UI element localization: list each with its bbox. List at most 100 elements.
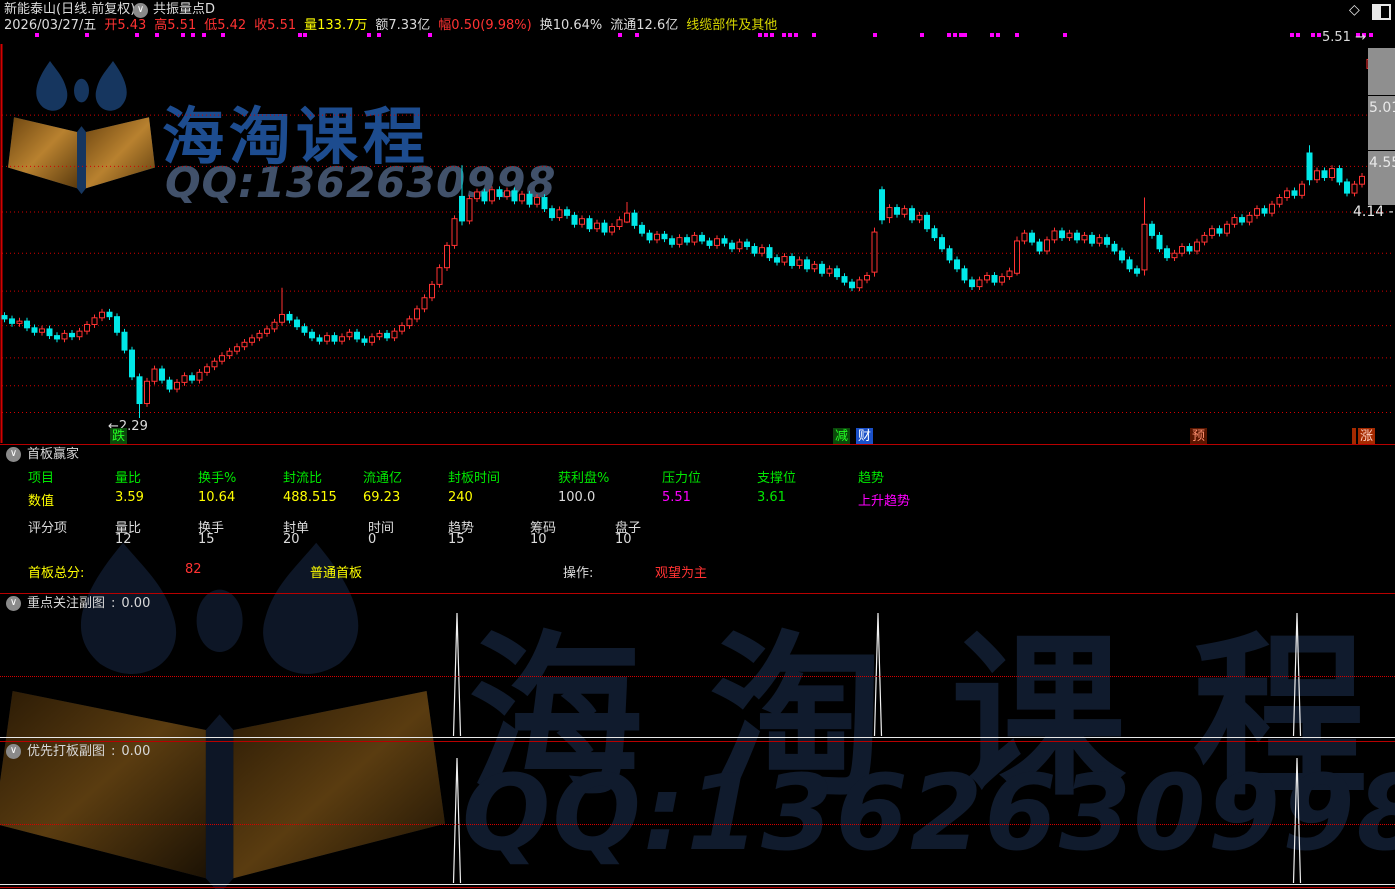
panel2-separator: : [111, 596, 116, 611]
shouban-header: 封板时间 [448, 471, 501, 486]
score-value: 12 [115, 532, 132, 547]
panel2-value: 0.00 [121, 596, 151, 611]
panel3-zero-line [0, 884, 1395, 885]
panel3-header[interactable]: ∨ 优先打板副图 : 0.00 [6, 744, 150, 759]
score-header: 趋势 [448, 521, 475, 536]
panel2-header[interactable]: ∨ 重点关注副图 : 0.00 [6, 596, 150, 611]
price-label-501: 5.01 [1369, 100, 1395, 116]
score-value: 20 [283, 532, 300, 547]
signal-dot [1296, 33, 1300, 37]
score-header: 评分项 [28, 521, 68, 536]
marker-reduce[interactable]: 减 [833, 428, 850, 445]
signal-dot [812, 33, 816, 37]
signal-dot [758, 33, 762, 37]
separator-bottom [0, 887, 1395, 888]
price-box-501 [1368, 96, 1395, 150]
signal-dot [1362, 33, 1366, 37]
score-header: 量比 [115, 521, 142, 536]
info-float: 流通12.6亿 [610, 18, 679, 33]
signal-dot [367, 33, 371, 37]
panel2-title: 重点关注副图 [27, 596, 106, 611]
signal-dot [963, 33, 967, 37]
info-amount: 额7.33亿 [375, 18, 431, 33]
signal-dot [1369, 33, 1373, 37]
signal-dot [764, 33, 768, 37]
signal-dot [920, 33, 924, 37]
total-score-value: 82 [185, 562, 202, 577]
info-high: 高5.51 [154, 18, 197, 33]
score-header: 筹码 [530, 521, 557, 536]
score-header: 时间 [368, 521, 395, 536]
shouban-header: 支撑位 [757, 471, 797, 486]
signal-dot [1063, 33, 1067, 37]
signal-dot [202, 33, 206, 37]
signal-dot [990, 33, 994, 37]
shouban-header: 流通亿 [363, 471, 403, 486]
signal-dot [85, 33, 89, 37]
last-price-callout: 5.51 → [1322, 30, 1366, 45]
info-low: 低5.42 [204, 18, 247, 33]
signal-dot [770, 33, 774, 37]
total-score-label: 首板总分: [28, 566, 85, 581]
shouban-panel-header[interactable]: ∨ 首板赢家 [6, 447, 79, 462]
price-label-414: 4.14 - [1353, 204, 1394, 220]
score-value: 15 [198, 532, 215, 547]
watermark-brand-top: 海淘课程 [162, 100, 430, 173]
score-value: 15 [448, 532, 465, 547]
signal-dot [155, 33, 159, 37]
signal-dot [35, 33, 39, 37]
signal-dot [1317, 33, 1321, 37]
score-value: 10 [615, 532, 632, 547]
signal-dot [1356, 33, 1360, 37]
signal-dot [1015, 33, 1019, 37]
info-bar: 2026/03/27/五 开5.43 高5.51 低5.42 收5.51 量13… [4, 18, 777, 33]
shouban-value: 240 [448, 490, 473, 505]
diamond-icon[interactable]: ◇ [1349, 2, 1360, 18]
shouban-header: 获利盘% [558, 471, 610, 486]
score-header: 封单 [283, 521, 310, 536]
panel2-zero-line [0, 737, 1395, 738]
info-close: 收5.51 [254, 18, 297, 33]
panel-collapse-icon[interactable]: ∨ [6, 596, 21, 611]
panel-collapse-icon[interactable]: ∨ [6, 447, 21, 462]
info-date: 2026/03/27/五 [4, 18, 97, 33]
marker-sliver [1352, 428, 1356, 445]
signal-dot [298, 33, 302, 37]
indicator-name[interactable]: 共振量点D [153, 2, 216, 17]
watermark-qq-bottom: QQ:1362630998 [462, 752, 1395, 874]
signal-dot [953, 33, 957, 37]
marker-report[interactable]: 财 [856, 428, 873, 445]
page-icon[interactable] [1372, 4, 1391, 20]
signal-dot [959, 33, 963, 37]
signal-dot [618, 33, 622, 37]
marker-forecast[interactable]: 预 [1190, 428, 1207, 445]
board-type: 普通首板 [310, 566, 363, 581]
signal-dot [996, 33, 1000, 37]
signal-dot [794, 33, 798, 37]
marker-fall[interactable]: 跌 [110, 428, 127, 445]
separator-main [0, 444, 1395, 445]
shouban-header: 封流比 [283, 471, 323, 486]
signal-dot [1311, 33, 1315, 37]
shouban-value: 3.61 [757, 490, 786, 505]
shouban-header: 压力位 [662, 471, 702, 486]
shouban-value: 5.51 [662, 490, 691, 505]
signal-dot [1290, 33, 1294, 37]
shouban-header: 量比 [115, 471, 142, 486]
marker-rise[interactable]: 涨 [1358, 428, 1375, 445]
shouban-header: 换手% [198, 471, 237, 486]
signal-dot [135, 33, 139, 37]
info-sector[interactable]: 线缆部件及其他 [686, 18, 778, 33]
shouban-value: 数值 [28, 494, 55, 509]
shouban-value: 100.0 [558, 490, 596, 505]
signal-dot [788, 33, 792, 37]
info-open: 开5.43 [104, 18, 147, 33]
chevron-circle-icon[interactable]: ∨ [133, 3, 148, 18]
panel3-separator: : [111, 744, 116, 759]
price-label-455: 4.55 [1369, 155, 1395, 171]
panel-collapse-icon[interactable]: ∨ [6, 744, 21, 759]
action-value: 观望为主 [655, 566, 708, 581]
score-value: 0 [368, 532, 377, 547]
signal-dot [635, 33, 639, 37]
